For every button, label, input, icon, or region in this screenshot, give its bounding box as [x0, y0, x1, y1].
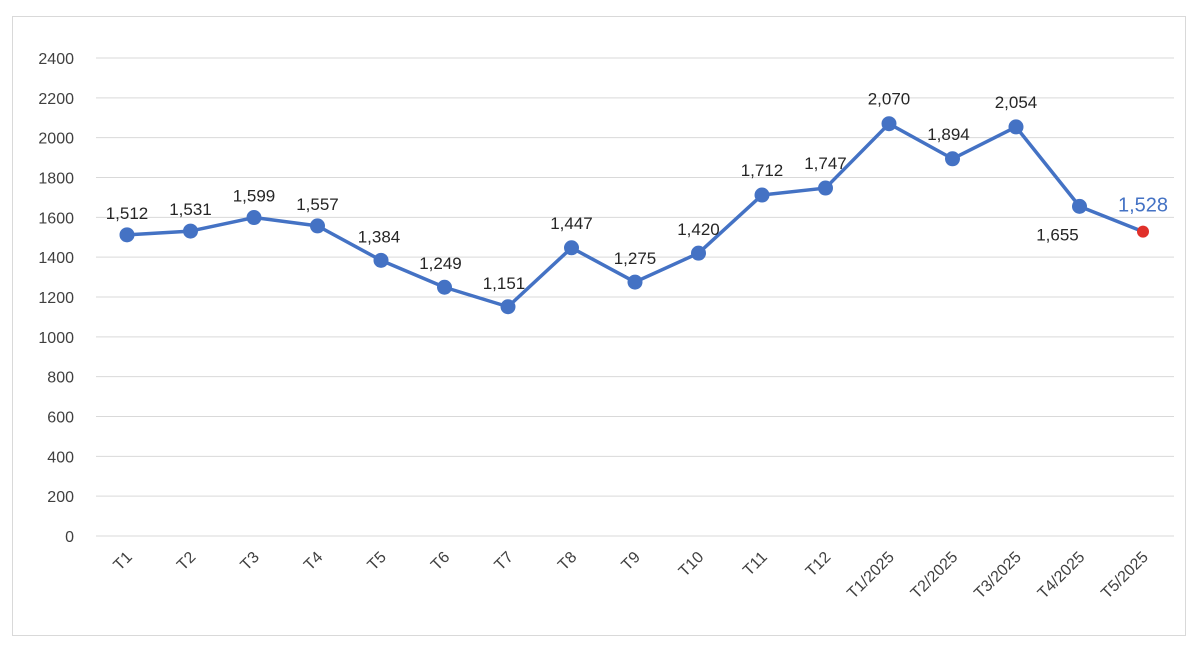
- data-point: [373, 252, 389, 268]
- x-tick-label: T3: [238, 549, 263, 574]
- y-tick-label: 1600: [38, 210, 74, 227]
- data-label: 1,512: [106, 204, 149, 223]
- data-point: [119, 227, 135, 243]
- y-axis-ticks: 0 200 400 600 800 1000 1200 1400 1600 1800 2000 220…: [38, 51, 74, 546]
- data-labels: 1,512 1,531 1,599 1,557 1,384 1,249 1,151 1,447…: [106, 90, 1168, 293]
- x-tick-label: T1: [111, 549, 136, 574]
- data-point: [183, 223, 198, 239]
- data-label: 1,528: [1118, 195, 1168, 217]
- data-point: [500, 299, 516, 315]
- data-point: [437, 279, 452, 295]
- data-point-highlight: [1137, 225, 1149, 238]
- data-label: 1,712: [741, 161, 784, 180]
- y-tick-label: 2200: [38, 91, 74, 108]
- x-tick-label: T11: [740, 549, 771, 580]
- data-point: [627, 274, 643, 290]
- y-tick-label: 2000: [38, 131, 74, 148]
- data-label: 1,599: [233, 187, 276, 206]
- x-tick-label: T6: [428, 549, 453, 574]
- y-tick-label: 0: [65, 529, 74, 546]
- x-tick-label: T5/2025: [1098, 549, 1152, 603]
- x-tick-label: T8: [555, 549, 580, 574]
- data-label: 1,447: [550, 214, 593, 233]
- data-point: [310, 218, 325, 234]
- x-tick-label: T9: [619, 549, 644, 574]
- data-label: 1,249: [419, 254, 462, 273]
- y-tick-label: 400: [47, 449, 74, 466]
- y-tick-label: 2400: [38, 51, 74, 68]
- data-label: 1,275: [614, 249, 657, 268]
- data-point: [754, 187, 770, 203]
- x-tick-label: T3/2025: [971, 549, 1025, 603]
- data-label: 1,420: [677, 220, 720, 239]
- data-point: [818, 180, 833, 196]
- y-tick-label: 600: [47, 410, 74, 427]
- data-point: [945, 151, 960, 167]
- x-tick-label: T10: [676, 549, 708, 581]
- x-tick-label: T4/2025: [1035, 549, 1089, 603]
- data-label: 1,151: [483, 274, 526, 293]
- x-tick-label: T5: [365, 549, 390, 574]
- data-label: 1,747: [804, 154, 847, 173]
- y-tick-label: 1200: [38, 290, 74, 307]
- data-label: 1,531: [169, 200, 212, 219]
- y-tick-label: 1400: [38, 250, 74, 267]
- data-point: [564, 240, 579, 256]
- x-tick-label: T4: [301, 549, 326, 574]
- series-points: [119, 116, 1149, 315]
- x-tick-label: T1/2025: [844, 549, 898, 603]
- x-tick-label: T12: [803, 549, 835, 581]
- y-tick-label: 1800: [38, 171, 74, 188]
- data-label: 2,054: [995, 93, 1038, 112]
- data-point: [1072, 198, 1087, 214]
- data-label: 1,384: [358, 227, 401, 246]
- y-tick-label: 1000: [38, 330, 74, 347]
- data-label: 2,070: [868, 90, 911, 109]
- chart-frame: [12, 16, 1186, 636]
- data-point: [881, 116, 897, 132]
- x-tick-label: T2/2025: [908, 549, 962, 603]
- x-axis-ticks: T1 T2 T3 T4 T5 T6 T7 T8 T9 T10 T11 T12 T1/2025 T2/202…: [111, 549, 1152, 603]
- data-point: [691, 245, 706, 261]
- data-point: [246, 210, 262, 226]
- x-tick-label: T2: [174, 549, 199, 574]
- gridlines: [96, 57, 1174, 537]
- data-point: [1008, 119, 1024, 135]
- y-tick-label: 800: [47, 370, 74, 387]
- data-label: 1,894: [927, 125, 970, 144]
- data-label: 1,557: [296, 195, 339, 214]
- y-tick-label: 200: [47, 489, 74, 506]
- x-tick-label: T7: [492, 549, 517, 574]
- data-label: 1,655: [1036, 225, 1079, 244]
